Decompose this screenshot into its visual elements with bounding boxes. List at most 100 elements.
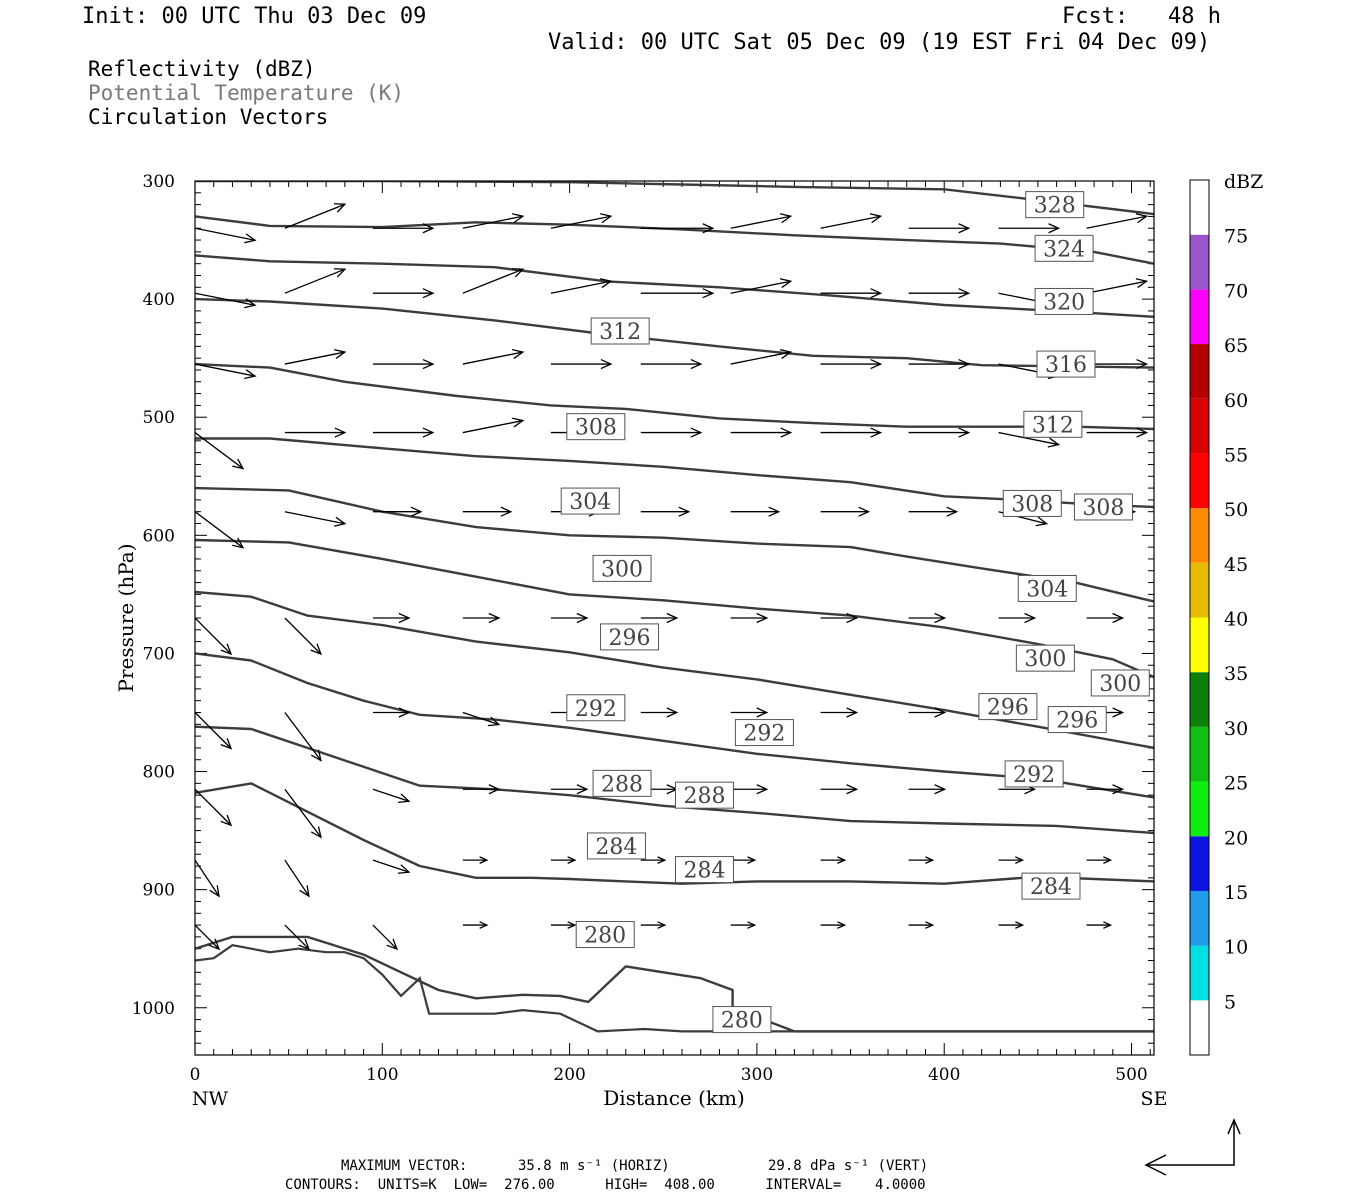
contour-label-300: 300 — [1090, 669, 1150, 697]
svg-text:324: 324 — [1043, 237, 1085, 262]
vector-arrow — [908, 223, 971, 234]
colorbar-label: 50 — [1224, 499, 1248, 521]
vector-arrow — [372, 707, 411, 718]
vector-arrow — [462, 417, 525, 434]
vector-arrow — [372, 612, 411, 624]
contour-line-296 — [195, 590, 1154, 750]
vector-arrow — [730, 921, 757, 929]
colorbar-label: 25 — [1224, 773, 1248, 795]
colorbar-label: 75 — [1224, 226, 1248, 248]
vector-arrow — [284, 348, 347, 365]
colorbar-swatch — [1190, 453, 1209, 509]
vector-arrow — [372, 924, 399, 951]
vector-arrow — [640, 856, 667, 864]
svg-text:296: 296 — [1056, 709, 1098, 734]
x-tick-label: 100 — [366, 1065, 398, 1085]
contour-line-288 — [195, 725, 1154, 835]
vector-arrow — [640, 707, 679, 718]
vector-arrow — [640, 427, 703, 438]
vector-arrow — [372, 223, 435, 234]
vector-arrow — [640, 921, 667, 929]
vector-arrow — [730, 612, 769, 624]
colorbar-swatch — [1190, 562, 1209, 618]
x-right-label: SE — [1141, 1088, 1168, 1110]
colorbar-swatch — [1190, 945, 1209, 1001]
vector-arrow — [908, 707, 947, 718]
vector-arrow — [1086, 358, 1149, 370]
x-tick-label: 500 — [1115, 1065, 1147, 1085]
contour-line-324 — [195, 215, 1154, 265]
vector-arrow — [820, 612, 859, 624]
vector-arrow — [372, 358, 435, 370]
svg-text:280: 280 — [584, 924, 626, 949]
vector-arrow — [1086, 278, 1149, 294]
init-time: Init: 00 UTC Thu 03 Dec 09 — [82, 4, 427, 29]
contour-label-328: 328 — [1025, 191, 1085, 219]
vector-arrow — [284, 268, 347, 294]
vector-arrow — [284, 924, 311, 951]
valid-time: Valid: 00 UTC Sat 05 Dec 09 (19 EST Fri … — [548, 30, 1211, 55]
vector-arrow — [195, 292, 257, 309]
svg-text:304: 304 — [569, 490, 611, 515]
vector-arrow — [284, 511, 347, 527]
svg-text:284: 284 — [683, 859, 725, 884]
vector-arrow — [640, 358, 703, 370]
vector-arrow — [462, 921, 489, 929]
vector-arrow — [462, 268, 525, 294]
vector-arrow — [820, 213, 883, 229]
vector-arrow — [372, 506, 423, 517]
contour-label-288: 288 — [674, 781, 734, 809]
vector-arrow — [820, 856, 847, 864]
svg-text:292: 292 — [743, 722, 785, 747]
colorbar-label: 65 — [1224, 335, 1248, 357]
vector-arrow — [195, 712, 233, 750]
contour-label-296: 296 — [978, 693, 1038, 721]
y-tick-label: 500 — [143, 408, 175, 428]
vector-arrow — [550, 612, 589, 624]
svg-text:288: 288 — [601, 772, 643, 797]
vector-arrow — [372, 427, 435, 438]
x-tick-label: 200 — [553, 1065, 585, 1085]
vector-arrow — [640, 288, 715, 299]
svg-text:288: 288 — [683, 784, 725, 809]
svg-text:300: 300 — [1024, 647, 1066, 672]
colorbar-label: 15 — [1224, 882, 1248, 904]
vector-arrow — [195, 227, 257, 244]
vector-arrow — [820, 288, 883, 299]
contour-label-288: 288 — [592, 769, 652, 797]
svg-text:308: 308 — [575, 416, 617, 441]
contour-label-300: 300 — [1015, 644, 1075, 672]
reflectivity-colorbar — [1190, 180, 1209, 1055]
contour-label-292: 292 — [1004, 760, 1064, 788]
y-tick-labels: 300 400 500 600 700 800 900 1000 — [132, 172, 175, 1019]
contour-info: CONTOURS: UNITS=K LOW= 276.00 HIGH= 408.… — [285, 1177, 926, 1193]
vector-arrow — [284, 617, 323, 656]
svg-text:308: 308 — [1082, 496, 1124, 521]
legend-potential-temperature: Potential Temperature (K) — [88, 81, 405, 105]
vector-arrow — [195, 788, 233, 827]
contour-label-312: 312 — [590, 317, 650, 345]
y-tick-label: 300 — [143, 172, 175, 192]
vector-arrow — [1086, 784, 1125, 795]
vector-arrow — [462, 856, 489, 864]
vector-arrow — [820, 427, 883, 438]
colorbar-label: 55 — [1224, 444, 1248, 466]
vector-arrow — [908, 427, 971, 438]
colorbar-swatch — [1190, 726, 1209, 782]
vector-arrow — [820, 784, 859, 795]
contour-label-284: 284 — [674, 856, 734, 884]
vector-arrow — [462, 612, 501, 624]
vector-arrow — [998, 856, 1025, 864]
vector-arrow — [462, 213, 525, 229]
vector-arrow — [195, 617, 233, 656]
vector-arrow — [284, 427, 347, 438]
max-vector-vert: 29.8 dPa s⁻¹ (VERT) — [768, 1158, 929, 1174]
y-tick-label: 1000 — [132, 999, 175, 1019]
svg-text:284: 284 — [1030, 875, 1072, 900]
y-tick-label: 600 — [143, 526, 175, 546]
vector-arrow — [1086, 856, 1113, 864]
colorbar-swatch — [1190, 890, 1209, 946]
vector-arrow — [1086, 213, 1149, 229]
vector-arrow — [998, 431, 1061, 448]
